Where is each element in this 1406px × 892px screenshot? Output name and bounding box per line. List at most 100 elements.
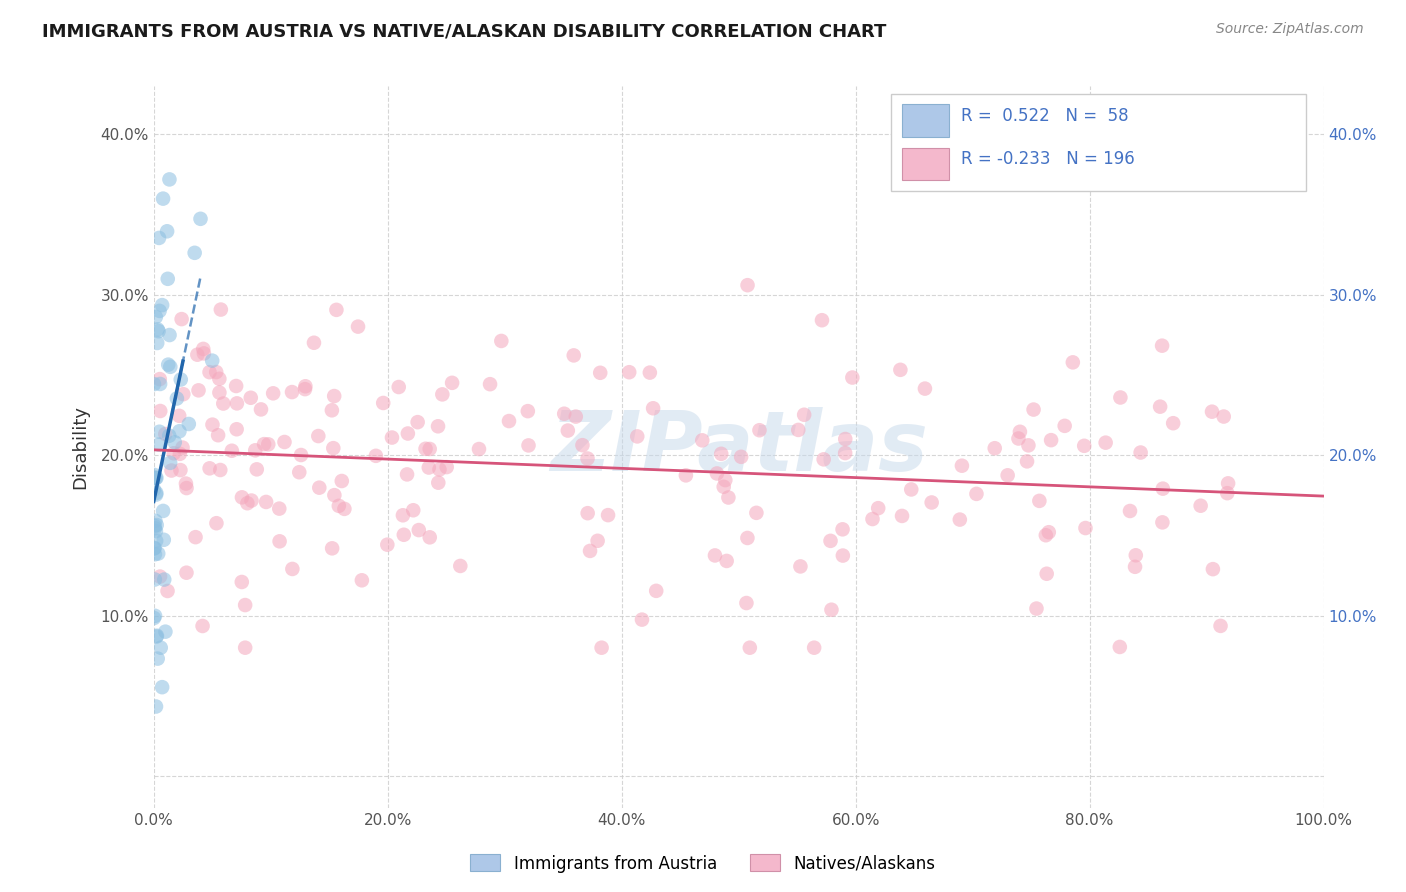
Point (149, 569, 172, 583)
Point (146, 322, 169, 336)
Point (148, 231, 170, 245)
Point (325, 302, 347, 317)
Point (1035, 528, 1057, 542)
Point (209, 302, 232, 317)
Point (321, 403, 343, 417)
Point (148, 547, 170, 561)
Point (841, 370, 863, 384)
Point (145, 699, 167, 714)
Point (233, 640, 256, 655)
Point (714, 473, 737, 487)
Point (713, 480, 735, 494)
Point (517, 438, 540, 452)
Point (201, 353, 224, 368)
Point (143, 483, 166, 497)
Point (152, 533, 174, 547)
Point (156, 224, 179, 238)
Point (1038, 525, 1060, 540)
Bar (903, 104, 949, 136)
Point (576, 506, 599, 520)
Point (1108, 640, 1130, 654)
Point (294, 379, 316, 393)
Point (233, 598, 256, 612)
Point (432, 387, 454, 401)
Point (159, 456, 181, 470)
Point (169, 447, 191, 461)
Point (1123, 559, 1146, 574)
Point (163, 446, 186, 460)
Point (921, 495, 943, 509)
Point (1053, 418, 1076, 433)
Point (246, 462, 269, 476)
Point (1216, 476, 1239, 491)
Point (553, 407, 575, 421)
Text: Source: ZipAtlas.com: Source: ZipAtlas.com (1216, 22, 1364, 37)
Point (169, 463, 191, 477)
Point (148, 324, 170, 338)
Point (1035, 566, 1057, 581)
Point (321, 541, 343, 556)
Point (231, 574, 253, 589)
Point (406, 415, 429, 429)
Point (149, 640, 172, 655)
Point (820, 603, 842, 617)
Point (834, 432, 856, 446)
Point (205, 516, 228, 531)
Point (738, 640, 761, 655)
Point (273, 435, 295, 450)
Point (198, 461, 221, 475)
Point (997, 468, 1019, 483)
Point (364, 449, 387, 463)
Point (281, 385, 304, 400)
Point (212, 396, 235, 410)
Point (586, 533, 609, 548)
Point (184, 530, 207, 544)
Point (643, 401, 665, 416)
Point (225, 379, 247, 393)
Point (209, 463, 232, 477)
Point (1161, 416, 1184, 430)
Point (143, 471, 166, 485)
Point (350, 574, 373, 588)
Point (150, 298, 173, 312)
Point (221, 443, 243, 458)
Point (498, 414, 520, 428)
Point (143, 573, 166, 587)
Point (143, 519, 166, 533)
Point (172, 387, 194, 401)
Point (1152, 516, 1174, 530)
Point (1209, 619, 1232, 633)
Point (240, 493, 263, 508)
Point (373, 396, 395, 410)
Point (562, 348, 585, 362)
Point (146, 651, 169, 665)
Point (157, 358, 180, 372)
Point (737, 278, 759, 293)
Point (381, 431, 404, 445)
Point (429, 462, 451, 476)
Point (193, 342, 215, 356)
Point (491, 334, 513, 348)
Point (419, 442, 441, 456)
Point (166, 392, 188, 406)
Point (257, 437, 280, 451)
Point (862, 512, 884, 526)
Point (392, 508, 415, 523)
Point (176, 566, 198, 580)
Point (710, 447, 733, 461)
Point (190, 211, 212, 226)
Point (150, 680, 173, 694)
Point (225, 422, 247, 436)
Point (793, 408, 815, 422)
Point (177, 417, 200, 431)
Point (157, 428, 180, 442)
Y-axis label: Disability: Disability (72, 405, 89, 489)
Point (889, 363, 911, 377)
Point (156, 272, 179, 286)
Point (269, 501, 291, 516)
Point (557, 424, 579, 438)
Point (716, 554, 738, 568)
Bar (903, 148, 949, 180)
Point (565, 409, 588, 424)
Point (143, 541, 166, 555)
